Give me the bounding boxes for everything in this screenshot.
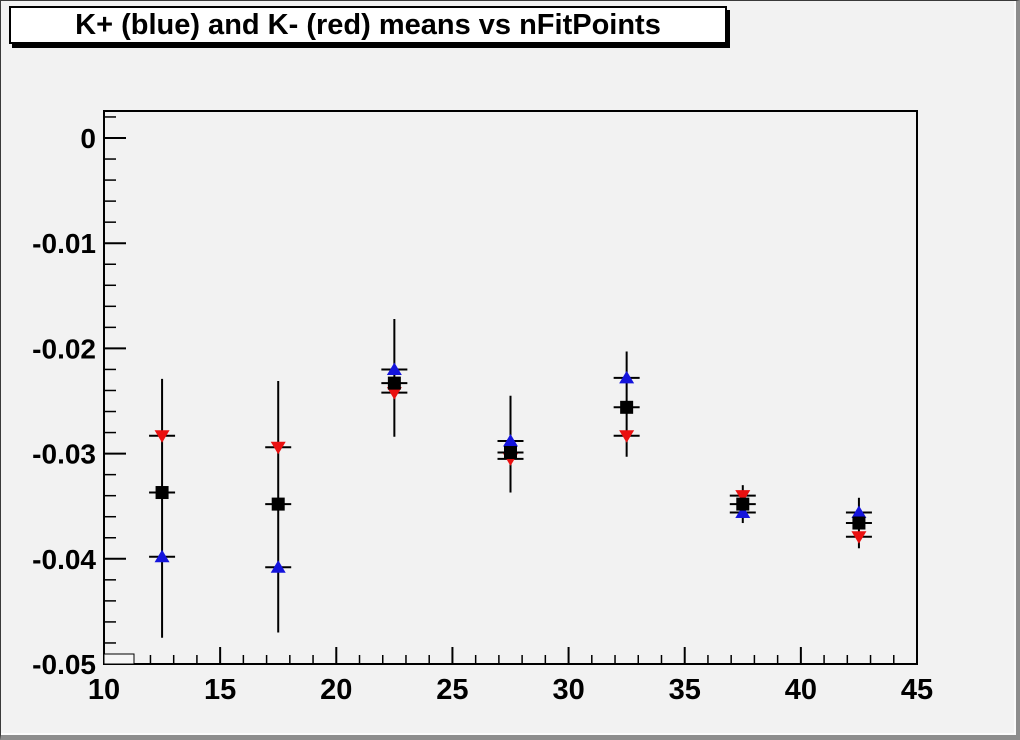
marker-square [387, 376, 401, 390]
marker-triangle-up [270, 560, 286, 573]
marker-triangle-up [386, 362, 402, 375]
x-tick-label: 15 [204, 674, 236, 706]
y-tick-label: -0.01 [32, 228, 96, 259]
marker-triangle-down [386, 387, 402, 400]
x-tick-label: 40 [785, 674, 817, 706]
marker-square [736, 497, 750, 511]
x-tick-label: 20 [320, 674, 352, 706]
corner-box [103, 653, 135, 665]
chart-title-box: K+ (blue) and K- (red) means vs nFitPoin… [9, 6, 727, 44]
marker-triangle-down [270, 441, 286, 455]
y-tick-label: 0 [80, 123, 96, 154]
marker-triangle-up [154, 549, 170, 563]
plot-frame [103, 110, 918, 665]
marker-square [504, 446, 517, 460]
marker-triangle-up [503, 433, 518, 447]
y-tick-label: -0.02 [32, 333, 96, 364]
y-tick-label: -0.03 [32, 439, 96, 470]
marker-triangle-down [851, 531, 867, 544]
marker-square [852, 516, 866, 530]
marker-triangle-up [619, 370, 635, 384]
marker-square [155, 486, 169, 500]
marker-triangle-down [619, 430, 635, 443]
y-tick-label: -0.05 [32, 649, 96, 680]
x-tick-label: 10 [88, 674, 120, 706]
marker-triangle-down [154, 430, 170, 443]
x-tick-label: 45 [901, 674, 933, 706]
x-tick-label: 35 [669, 674, 701, 706]
x-tick-label: 30 [552, 674, 584, 706]
chart-title: K+ (blue) and K- (red) means vs nFitPoin… [75, 8, 661, 41]
marker-triangle-down [735, 490, 751, 503]
marker-triangle-up [851, 505, 867, 519]
marker-triangle-up [735, 505, 751, 519]
y-tick-label: -0.04 [32, 544, 96, 575]
marker-square [271, 497, 285, 511]
x-tick-label: 25 [436, 674, 468, 706]
marker-square [620, 400, 634, 414]
